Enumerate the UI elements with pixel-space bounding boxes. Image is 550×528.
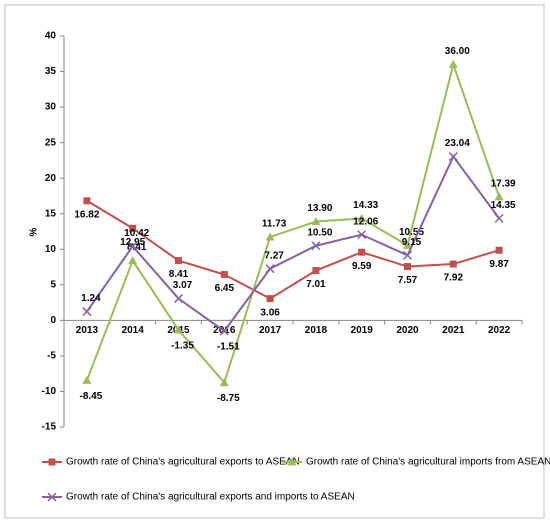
data-label: 8.41	[127, 242, 147, 253]
x-tick-label: 2022	[488, 325, 511, 336]
legend-label: Growth rate of China's agricultural expo…	[66, 492, 355, 503]
data-label: 7.27	[264, 250, 284, 261]
y-tick-label: 30	[45, 102, 57, 113]
data-label: 7.92	[444, 273, 464, 284]
data-label: 16.82	[74, 209, 99, 220]
y-tick-label: 10	[45, 244, 57, 255]
data-point	[175, 257, 182, 265]
data-label: 8.41	[169, 269, 189, 280]
y-axis-label: %	[29, 227, 40, 236]
data-label: 36.00	[445, 46, 470, 57]
data-point	[129, 224, 137, 232]
x-tick-label: 2013	[76, 325, 99, 336]
data-point	[82, 375, 92, 384]
y-tick-label: 0	[50, 315, 56, 326]
x-tick-label: 2019	[351, 325, 374, 336]
data-label: -1.51	[217, 342, 240, 353]
y-tick-label: 40	[45, 31, 57, 42]
y-tick-label: -5	[47, 351, 56, 362]
data-point	[173, 294, 184, 304]
data-point	[219, 378, 229, 387]
x-tick-label: 2017	[259, 325, 282, 336]
y-tick-label: 5	[50, 279, 56, 290]
data-label: 10.55	[399, 227, 424, 238]
data-label: 14.33	[353, 200, 378, 211]
data-point	[448, 59, 458, 68]
data-point	[220, 271, 228, 279]
data-point	[358, 248, 366, 256]
y-tick-label: -10	[42, 386, 57, 397]
data-label: 14.35	[491, 200, 516, 211]
legend-marker	[47, 492, 57, 502]
data-label: 3.06	[260, 307, 280, 318]
series-line	[86, 199, 500, 300]
data-point	[128, 256, 138, 265]
data-point	[219, 326, 229, 336]
data-label: -1.35	[171, 341, 194, 352]
legend-marker	[48, 458, 56, 466]
series-line	[86, 154, 500, 333]
data-point	[357, 213, 367, 222]
series-line	[85, 60, 501, 385]
data-point	[174, 325, 183, 334]
legend-marker	[287, 457, 297, 466]
data-label: 3.07	[173, 280, 193, 291]
y-tick-label: -15	[42, 422, 57, 433]
legend-label: Growth rate of China's agricultural expo…	[66, 457, 300, 468]
data-point	[403, 240, 412, 249]
data-point	[311, 217, 321, 226]
y-tick-label: 20	[45, 173, 57, 184]
data-point	[494, 213, 504, 223]
data-point	[82, 307, 92, 317]
data-point	[311, 241, 321, 251]
data-label: 1.24	[81, 293, 101, 304]
data-point	[265, 232, 275, 241]
data-point	[449, 260, 457, 268]
data-label: 9.59	[352, 261, 372, 272]
data-point	[495, 246, 503, 254]
y-tick-label: 25	[45, 137, 57, 148]
data-label: 7.01	[306, 279, 326, 290]
legend-label: Growth rate of China's agricultural impo…	[306, 457, 550, 468]
data-label: 17.39	[491, 178, 516, 189]
data-label: 12.06	[353, 216, 378, 227]
data-point	[265, 264, 275, 274]
data-label: 23.04	[445, 138, 470, 149]
x-tick-label: 2020	[396, 325, 419, 336]
data-point	[357, 230, 367, 240]
data-point	[404, 263, 411, 271]
data-label: 9.15	[402, 237, 422, 248]
data-label: 10.50	[307, 227, 332, 238]
x-tick-label: 2018	[305, 325, 328, 336]
data-label: 12.95	[120, 237, 145, 248]
data-point	[312, 267, 320, 275]
data-label: 9.87	[489, 259, 509, 270]
data-label: 10.42	[124, 228, 149, 239]
data-point	[494, 192, 504, 201]
data-label: -8.75	[217, 393, 240, 404]
data-label: 7.57	[398, 275, 418, 286]
data-point	[128, 241, 138, 251]
y-tick-label: 15	[45, 208, 57, 219]
data-label: 13.90	[307, 203, 332, 214]
data-point	[402, 250, 413, 260]
data-label: 11.73	[262, 219, 287, 230]
y-tick-label: 35	[45, 66, 57, 77]
data-point	[83, 197, 91, 205]
x-tick-label: 2014	[122, 325, 145, 336]
x-tick-label: 2021	[442, 325, 465, 336]
data-point	[266, 295, 274, 303]
data-label: -8.45	[80, 391, 103, 402]
data-point	[448, 152, 458, 162]
data-label: 6.45	[215, 283, 235, 294]
